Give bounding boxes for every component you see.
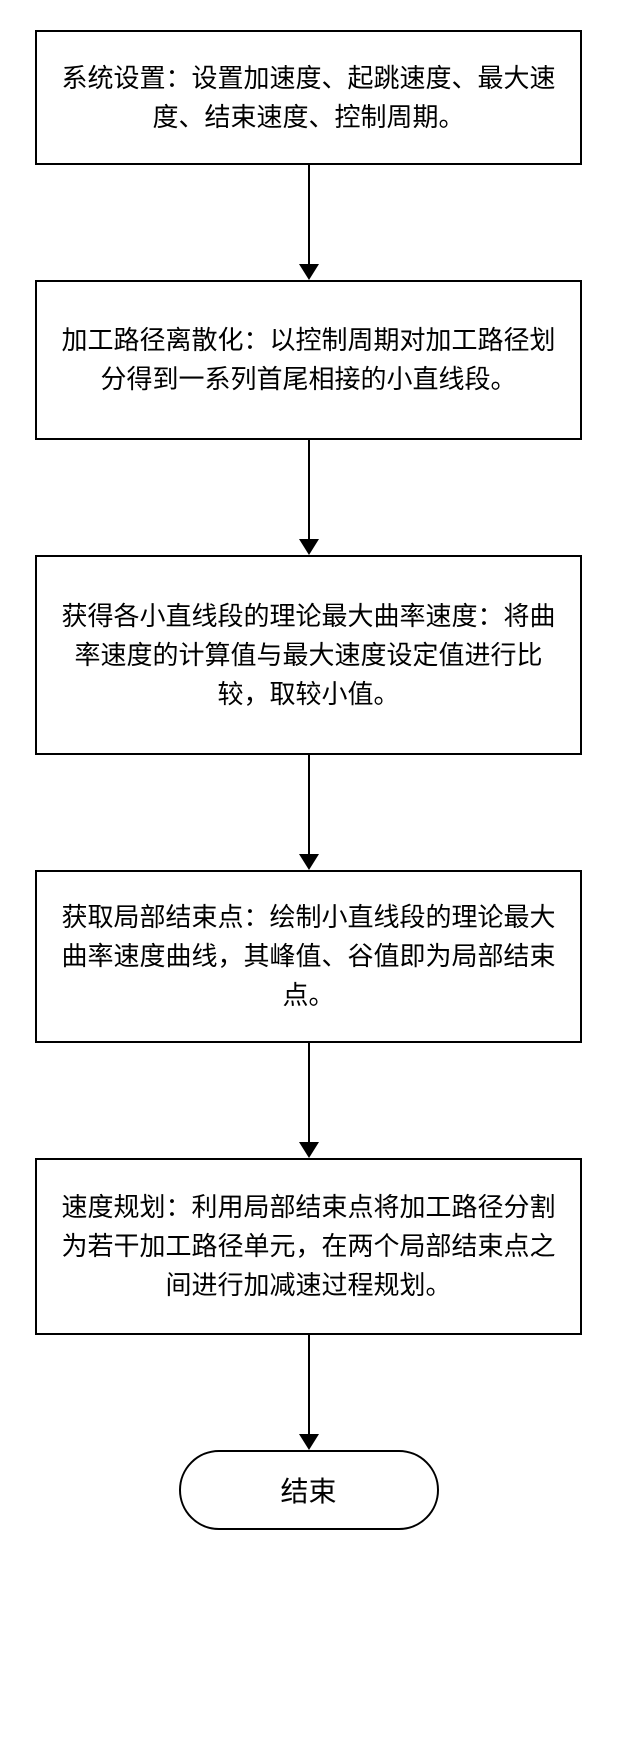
step-box-2: 加工路径离散化：以控制周期对加工路径划分得到一系列首尾相接的小直线段。 (35, 280, 582, 440)
arrow-1 (299, 165, 319, 280)
arrow-2 (299, 440, 319, 555)
step-box-5: 速度规划：利用局部结束点将加工路径分割为若干加工路径单元，在两个局部结束点之间进… (35, 1158, 582, 1335)
arrow-line-icon (308, 1043, 310, 1142)
step-text-4: 获取局部结束点：绘制小直线段的理论最大曲率速度曲线，其峰值、谷值即为局部结束点。 (57, 898, 560, 1015)
step-text-5: 速度规划：利用局部结束点将加工路径分割为若干加工路径单元，在两个局部结束点之间进… (57, 1188, 560, 1305)
terminator-text: 结束 (280, 1470, 336, 1510)
arrow-head-icon (299, 1434, 319, 1450)
arrow-5 (299, 1335, 319, 1450)
arrow-line-icon (308, 165, 310, 264)
arrow-line-icon (308, 755, 310, 854)
arrow-head-icon (299, 539, 319, 555)
flowchart-container: 系统设置：设置加速度、起跳速度、最大速度、结束速度、控制周期。 加工路径离散化：… (35, 30, 582, 1530)
terminator-box: 结束 (179, 1450, 439, 1530)
step-box-4: 获取局部结束点：绘制小直线段的理论最大曲率速度曲线，其峰值、谷值即为局部结束点。 (35, 870, 582, 1043)
arrow-3 (299, 755, 319, 870)
arrow-4 (299, 1043, 319, 1158)
step-text-3: 获得各小直线段的理论最大曲率速度：将曲率速度的计算值与最大速度设定值进行比较，取… (57, 597, 560, 714)
arrow-head-icon (299, 264, 319, 280)
step-text-2: 加工路径离散化：以控制周期对加工路径划分得到一系列首尾相接的小直线段。 (57, 321, 560, 399)
arrow-head-icon (299, 854, 319, 870)
step-box-1: 系统设置：设置加速度、起跳速度、最大速度、结束速度、控制周期。 (35, 30, 582, 165)
arrow-head-icon (299, 1142, 319, 1158)
arrow-line-icon (308, 1335, 310, 1434)
step-box-3: 获得各小直线段的理论最大曲率速度：将曲率速度的计算值与最大速度设定值进行比较，取… (35, 555, 582, 755)
arrow-line-icon (308, 440, 310, 539)
step-text-1: 系统设置：设置加速度、起跳速度、最大速度、结束速度、控制周期。 (57, 59, 560, 137)
